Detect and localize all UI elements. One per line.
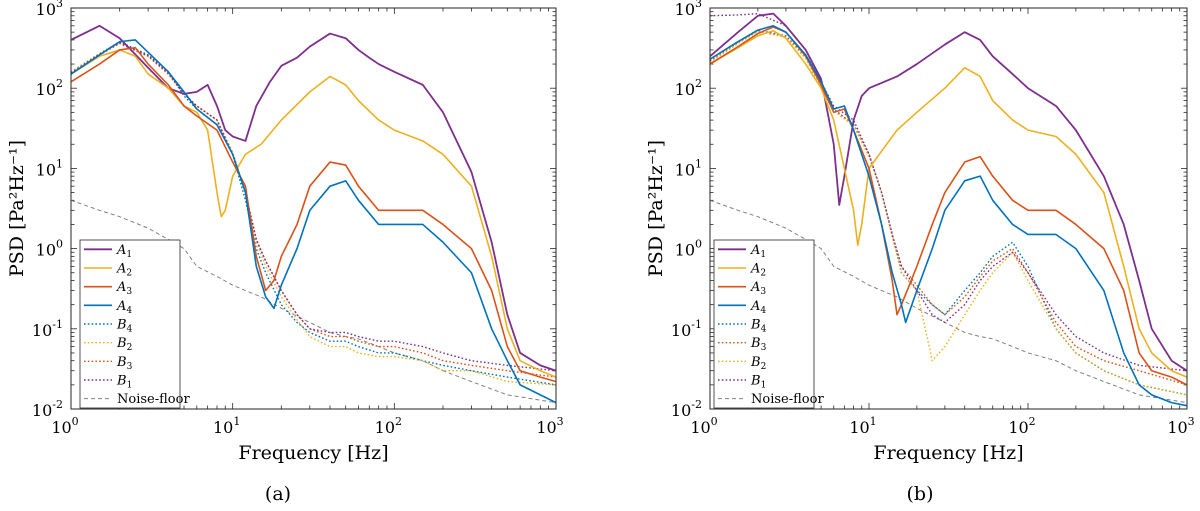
y-tick-label: 10-1 <box>671 318 702 340</box>
x-tick-label: 101 <box>213 415 240 437</box>
y-tick-label: 102 <box>36 77 63 99</box>
series-line-a4 <box>71 39 556 404</box>
x-axis-title: Frequency [Hz] <box>873 442 1023 464</box>
legend-label: A3 <box>750 280 766 297</box>
x-tick-label: 100 <box>690 415 717 437</box>
x-axis-title: Frequency [Hz] <box>238 442 388 464</box>
legend-label: A3 <box>116 280 132 297</box>
legend-label: B3 <box>116 355 133 372</box>
legend-label: A2 <box>750 262 766 279</box>
y-tick-label: 101 <box>675 157 702 179</box>
legend-label: B2 <box>116 336 132 353</box>
y-tick-label: 100 <box>36 238 63 260</box>
y-tick-label: 103 <box>675 0 702 19</box>
series-line-b3 <box>71 42 556 378</box>
y-tick-label: 10-2 <box>671 398 702 420</box>
y-tick-label: 101 <box>36 157 63 179</box>
x-tick-label: 103 <box>536 415 563 437</box>
y-tick-label: 100 <box>675 238 702 260</box>
series-line-noise-floor <box>710 199 1187 404</box>
y-axis-title: PSD [Pa²Hz⁻¹] <box>645 140 667 277</box>
axis-ticks <box>70 8 556 410</box>
y-tick-label: 10-2 <box>32 398 63 420</box>
plot-frame <box>709 7 1188 410</box>
y-tick-label: 103 <box>36 0 63 19</box>
y-axis-title: PSD [Pa²Hz⁻¹] <box>6 140 28 277</box>
legend-label: B3 <box>750 336 767 353</box>
legend-label: B1 <box>116 374 132 391</box>
x-tick-label: 100 <box>51 415 78 437</box>
series-group <box>71 24 556 404</box>
legend-label: A1 <box>750 243 766 260</box>
legend-label: A4 <box>750 299 766 316</box>
legend-label: B2 <box>750 355 766 372</box>
chart-panel-b: 100 101 102 103 10-2 10-1 100 101 102 103 Frequenc… <box>645 0 1195 505</box>
series-group <box>710 12 1187 407</box>
series-line-a1 <box>71 24 556 372</box>
legend-label: A2 <box>116 262 132 279</box>
axis-ticks <box>709 8 1187 410</box>
series-line-a2 <box>71 49 556 378</box>
legend-label: B4 <box>750 318 767 335</box>
series-line-b1 <box>710 12 1187 372</box>
plot-frame <box>70 7 557 410</box>
series-line-a1 <box>710 12 1187 372</box>
legend-label: B4 <box>116 318 133 335</box>
series-line-a2 <box>710 29 1187 378</box>
legend-label: B1 <box>750 374 766 391</box>
series-line-noise-floor <box>71 199 556 404</box>
x-tick-label: 103 <box>1167 415 1194 437</box>
panel-caption: (b) <box>907 483 934 505</box>
chart-panel-a: 100 101 102 103 10-2 10-1 100 101 102 103 Frequenc… <box>6 0 564 505</box>
series-line-a3 <box>71 46 556 383</box>
legend-label: A1 <box>116 243 132 260</box>
y-tick-label: 10-1 <box>32 318 63 340</box>
series-line-a4 <box>710 24 1187 407</box>
x-tick-label: 102 <box>375 415 402 437</box>
x-tick-label: 101 <box>849 415 876 437</box>
y-tick-label: 102 <box>675 77 702 99</box>
x-tick-label: 102 <box>1008 415 1035 437</box>
legend-label: Noise-floor <box>117 392 190 407</box>
panel-caption: (a) <box>265 483 291 505</box>
legend-label: A4 <box>116 299 132 316</box>
legend-label: Noise-floor <box>751 392 824 407</box>
